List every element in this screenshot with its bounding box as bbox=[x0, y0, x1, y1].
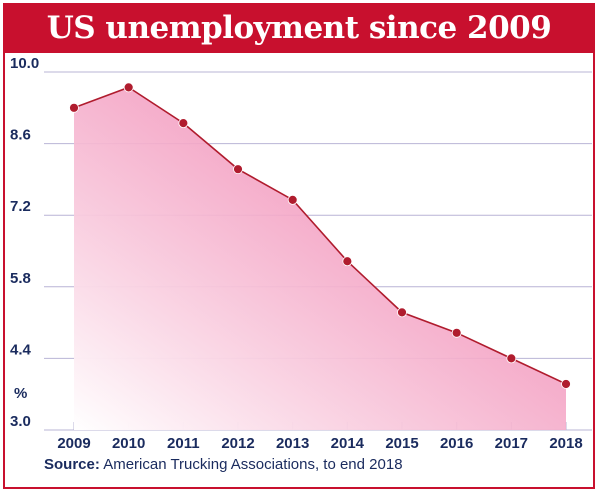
y-tick-label: 4.4 bbox=[10, 341, 32, 358]
chart-title: US unemployment since 2009 bbox=[46, 10, 552, 46]
source-note: Source: American Trucking Associations, … bbox=[44, 456, 403, 473]
x-tick-label: 2014 bbox=[331, 435, 365, 452]
data-point-2012 bbox=[233, 164, 243, 175]
data-point-2010 bbox=[123, 82, 134, 93]
data-point-2016 bbox=[451, 327, 462, 338]
data-point-2014 bbox=[342, 256, 353, 267]
x-tick-label: 2011 bbox=[167, 435, 200, 452]
data-point-2009 bbox=[69, 102, 79, 113]
data-point-2013 bbox=[287, 194, 298, 205]
data-point-2017 bbox=[506, 353, 517, 364]
y-tick-label: 7.2 bbox=[10, 198, 31, 215]
data-point-2011 bbox=[178, 118, 189, 129]
source-text: American Trucking Associations, to end 2… bbox=[99, 456, 403, 473]
source-label: Source: bbox=[44, 456, 100, 473]
area-fill bbox=[74, 87, 566, 430]
data-point-2015 bbox=[397, 307, 407, 318]
x-tick-label: 2016 bbox=[440, 435, 473, 452]
x-tick-label: 2018 bbox=[549, 435, 582, 452]
data-point-2018 bbox=[561, 379, 571, 389]
x-tick-labels: 2009 2010 2011 2012 2013 2014 2015 2016 2017 2018 bbox=[57, 435, 582, 452]
y-tick-label: 8.6 bbox=[10, 127, 31, 144]
y-tick-label: 3.0 bbox=[10, 413, 31, 430]
y-tick-labels: 10.0 8.6 7.2 5.8 4.4 3.0 bbox=[10, 55, 39, 430]
x-tick-label: 2015 bbox=[385, 435, 418, 452]
data-points bbox=[69, 82, 571, 389]
title-bar: US unemployment since 2009 bbox=[5, 5, 593, 53]
x-tick-label: 2013 bbox=[276, 435, 309, 452]
x-tick-label: 2017 bbox=[495, 435, 528, 452]
y-tick-label: 5.8 bbox=[10, 270, 31, 287]
y-axis-unit: % bbox=[14, 385, 27, 402]
series-line bbox=[73, 86, 567, 385]
x-tick-label: 2010 bbox=[112, 435, 145, 452]
y-tick-label: 10.0 bbox=[10, 55, 39, 72]
x-tick-label: 2009 bbox=[57, 435, 90, 452]
x-tick-label: 2012 bbox=[221, 435, 254, 452]
